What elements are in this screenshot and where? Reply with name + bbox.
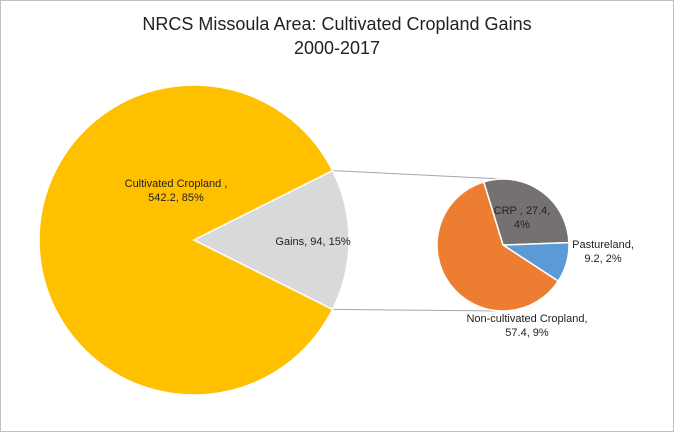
gains-slice: [192, 169, 350, 311]
gains-label: Gains, 94, 15%: [275, 236, 350, 248]
cultivated-cropland-label-line2: 542.2, 85%: [148, 192, 204, 204]
connector-line-bottom: [332, 308, 504, 312]
crp-label-line1: CRP , 27.4,: [494, 205, 551, 217]
cultivated-cropland-label-line1: Cultivated Cropland ,: [125, 178, 228, 190]
pastureland-label-line1: Pastureland,: [572, 239, 634, 251]
chart-title: NRCS Missoula Area: Cultivated Cropland …: [142, 14, 532, 34]
pastureland-label-line2: 9.2, 2%: [584, 253, 622, 265]
crp-label-line2: 4%: [514, 219, 530, 231]
non-cultivated-cropland-slice: [436, 180, 560, 312]
chart-subtitle: 2000-2017: [293, 38, 381, 58]
crp-slice: [482, 178, 570, 246]
non-cultivated-cropland-label-line1: Non-cultivated Cropland,: [466, 313, 587, 325]
non-cultivated-cropland-label-line2: 57.4, 9%: [505, 327, 549, 339]
connector-line-top: [332, 170, 504, 180]
cultivated-cropland-slice: [38, 84, 334, 396]
